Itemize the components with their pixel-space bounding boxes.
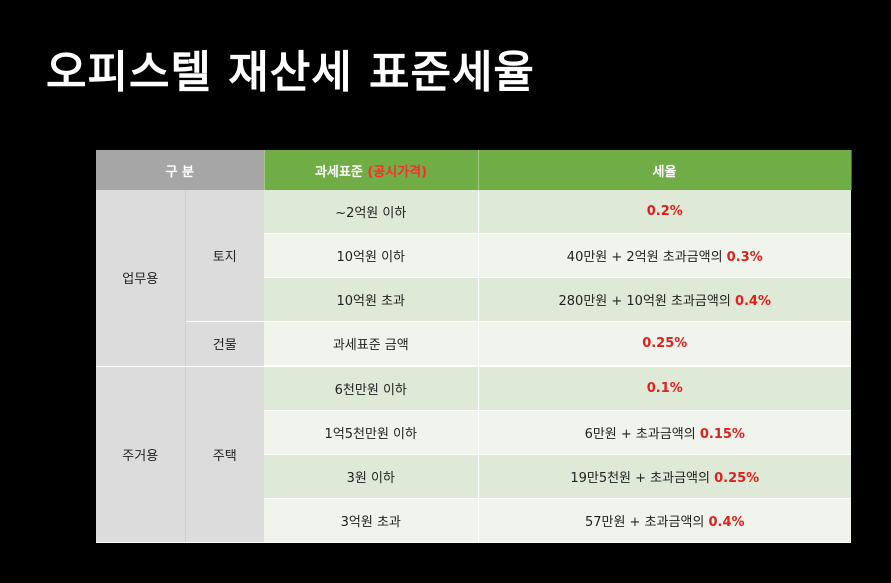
rate-percent: 0.25% [642,336,688,351]
tax-base-cell: ~2억원 이하 [264,190,479,234]
rate-percent: 0.3% [726,250,763,265]
rate-percent: 0.15% [699,427,745,442]
rate-percent: 0.25% [714,471,760,486]
tax-base-cell: 10억원 초과 [264,277,479,322]
rate-percent: 0.4% [708,515,745,530]
table-row: 1억5천만원 이하 6만원 + 초과금액의 0.15% [96,410,852,455]
slide-title: 오피스텔 재산세 표준세율 [46,47,535,98]
tax-base-cell: 과세표준 금액 [264,321,479,367]
tax-base-cell: 3원 이하 [264,454,479,499]
subgroup-building: 건물 [185,321,265,367]
rate-text: 280만원 + 10억원 초과금액의 [558,294,735,309]
tax-base-cell: 3억원 초과 [264,498,479,543]
tax-rate-table: 구 분 과세표준 (공시가격) 세율 업무용 토지 ~2억원 이하 0.2% 1… [96,150,852,543]
rate-text: 6만원 + 초과금액의 [584,427,700,442]
rate-cell: 0.25% [478,321,852,367]
rate-cell: 0.2% [478,190,852,234]
group-business: 업무용 [96,190,186,367]
header-tax-base-label: 과세표준 [314,164,368,180]
tax-base-cell: 6천만원 이하 [264,365,479,411]
group-residential: 주거용 [96,366,186,543]
table-row: 10억원 이하 40만원 + 2억원 초과금액의 0.3% [96,233,852,278]
header-tax-base: 과세표준 (공시가격) [264,150,479,190]
rate-cell: 19만5천원 + 초과금액의 0.25% [478,454,852,499]
subgroup-housing: 주택 [185,366,265,543]
rate-percent: 0.4% [734,294,771,309]
rate-cell: 40만원 + 2억원 초과금액의 0.3% [478,233,852,278]
rate-text: 19만5천원 + 초과금액의 [570,471,715,486]
header-tax-base-note: (공시가격) [367,164,428,180]
rate-cell: 280만원 + 10억원 초과금액의 0.4% [478,277,852,322]
rate-percent: 0.1% [646,381,683,396]
table-row: 건물 과세표준 금액 0.25% [96,321,852,367]
subgroup-land: 토지 [185,190,265,322]
table-row: 업무용 토지 ~2억원 이하 0.2% [96,190,852,367]
rate-text: 40만원 + 2억원 초과금액의 [566,250,727,265]
tax-base-cell: 10억원 이하 [264,233,479,278]
table-row: 3원 이하 19만5천원 + 초과금액의 0.25% [96,454,852,499]
header-rate: 세율 [478,150,852,190]
table-header-row: 구 분 과세표준 (공시가격) 세율 [96,150,852,190]
rate-cell: 6만원 + 초과금액의 0.15% [478,410,852,455]
table-row: 10억원 초과 280만원 + 10억원 초과금액의 0.4% [96,277,852,322]
header-category: 구 분 [96,150,265,190]
rate-cell: 0.1% [478,365,852,411]
tax-base-cell: 1억5천만원 이하 [264,410,479,455]
rate-text: 57만원 + 초과금액의 [584,515,709,530]
table-row: 주거용 주택 6천만원 이하 0.1% [96,365,852,543]
table-row: 3억원 초과 57만원 + 초과금액의 0.4% [96,498,852,543]
rate-cell: 57만원 + 초과금액의 0.4% [478,498,852,543]
rate-percent: 0.2% [646,204,683,219]
